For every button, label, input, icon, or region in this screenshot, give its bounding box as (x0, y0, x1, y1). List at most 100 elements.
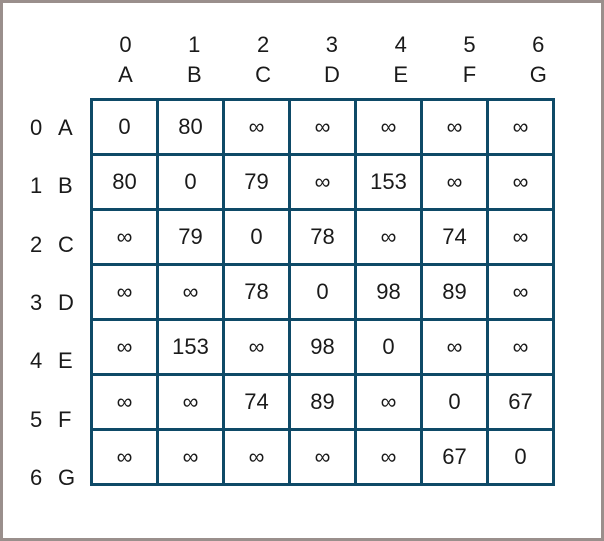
column-index: 1 (188, 32, 201, 57)
matrix-cell: ∞ (90, 208, 159, 266)
adjacency-matrix: 0 80 ∞ ∞ ∞ ∞ ∞ 80 0 79 ∞ 153 ∞ ∞ ∞ 79 0 78 ∞ 74 ∞ ∞ ∞ 78 0 98 89 ∞ ∞… (90, 98, 555, 486)
matrix-cell: ∞ (354, 208, 423, 266)
matrix-cell: ∞ (288, 153, 357, 211)
row-label: E (58, 348, 73, 374)
row-label: C (58, 231, 74, 257)
matrix-cell: ∞ (156, 373, 225, 431)
matrix-cell: ∞ (288, 428, 357, 486)
matrix-cell: 0 (288, 263, 357, 321)
matrix-cell: 0 (354, 318, 423, 376)
matrix-cell: 153 (354, 153, 423, 211)
matrix-row: ∞ ∞ 78 0 98 89 ∞ (90, 263, 555, 321)
matrix-cell: ∞ (486, 98, 555, 156)
matrix-cell: 0 (420, 373, 489, 431)
matrix-cell: 80 (156, 98, 225, 156)
matrix-cell: 67 (420, 428, 489, 486)
matrix-cell: 79 (156, 208, 225, 266)
column-index: 2 (256, 32, 270, 57)
matrix-cell: ∞ (90, 373, 159, 431)
matrix-cell: 79 (222, 153, 291, 211)
matrix-cell: 0 (90, 98, 159, 156)
matrix-row: ∞ 153 ∞ 98 0 ∞ ∞ (90, 318, 555, 376)
matrix-cell: 98 (354, 263, 423, 321)
matrix-row: ∞ ∞ ∞ ∞ ∞ 67 0 (90, 428, 555, 486)
column-index: 5 (463, 32, 476, 57)
column-index: 3 (325, 32, 339, 57)
column-label: E (393, 62, 409, 87)
matrix-cell: ∞ (222, 318, 291, 376)
column-label: F (462, 62, 477, 87)
matrix-cell: 67 (486, 373, 555, 431)
matrix-cell: ∞ (90, 263, 159, 321)
matrix-cell: ∞ (486, 153, 555, 211)
matrix-cell: ∞ (222, 98, 291, 156)
matrix-cell: ∞ (420, 318, 489, 376)
column-label: C (255, 62, 272, 87)
matrix-cell: ∞ (486, 263, 555, 321)
row-index: 2 (30, 231, 43, 257)
matrix-cell: ∞ (288, 98, 357, 156)
column-label: G (529, 62, 547, 87)
matrix-row: ∞ ∞ 74 89 ∞ 0 67 (90, 373, 555, 431)
matrix-cell: 89 (420, 263, 489, 321)
row-index: 4 (30, 348, 43, 374)
matrix-cell: ∞ (156, 263, 225, 321)
matrix-cell: ∞ (354, 428, 423, 486)
matrix-cell: 0 (156, 153, 225, 211)
column-index: 6 (532, 32, 545, 57)
matrix-row: 80 0 79 ∞ 153 ∞ ∞ (90, 153, 555, 211)
matrix-cell: ∞ (90, 428, 159, 486)
matrix-cell: 89 (288, 373, 357, 431)
row-index: 1 (30, 173, 43, 199)
matrix-row: ∞ 79 0 78 ∞ 74 ∞ (90, 208, 555, 266)
row-index: 5 (30, 406, 43, 432)
matrix-cell: 74 (420, 208, 489, 266)
matrix-cell: 0 (222, 208, 291, 266)
matrix-cell: ∞ (486, 318, 555, 376)
row-label: G (58, 464, 76, 490)
row-index: 6 (30, 464, 43, 490)
row-index: 3 (30, 289, 43, 315)
matrix-cell: ∞ (354, 98, 423, 156)
row-label: B (58, 173, 73, 199)
row-label: A (58, 115, 73, 140)
matrix-cell: 78 (222, 263, 291, 321)
matrix-cell: ∞ (420, 98, 489, 156)
matrix-cell: ∞ (486, 208, 555, 266)
matrix-cell: 80 (90, 153, 159, 211)
row-label: F (58, 406, 72, 432)
column-label: D (323, 62, 340, 87)
matrix-cell: ∞ (222, 428, 291, 486)
column-index: 4 (394, 32, 407, 57)
column-index: 0 (119, 32, 132, 57)
matrix-cell: ∞ (354, 373, 423, 431)
matrix-cell: 98 (288, 318, 357, 376)
matrix-cell: ∞ (420, 153, 489, 211)
column-label: B (186, 62, 202, 87)
matrix-cell: ∞ (90, 318, 159, 376)
matrix-cell: 74 (222, 373, 291, 431)
matrix-cell: ∞ (156, 428, 225, 486)
matrix-cell: 78 (288, 208, 357, 266)
matrix-cell: 153 (156, 318, 225, 376)
matrix-row: 0 80 ∞ ∞ ∞ ∞ ∞ (90, 98, 555, 156)
matrix-cell: 0 (486, 428, 555, 486)
column-label: A (118, 62, 133, 87)
row-label: D (58, 289, 74, 315)
row-index: 0 (30, 115, 43, 140)
